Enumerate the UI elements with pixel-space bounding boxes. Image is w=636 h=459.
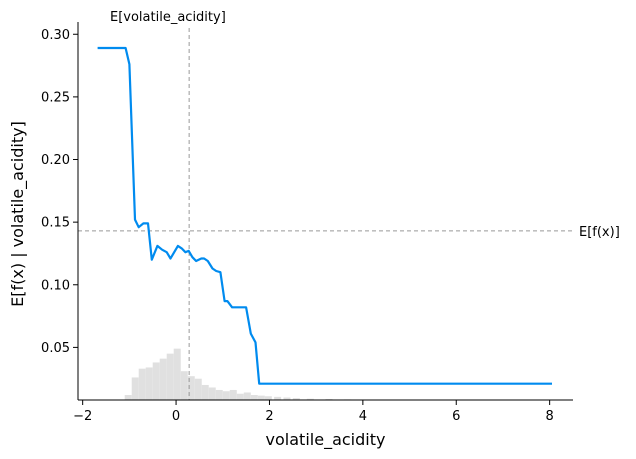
- histogram-bar: [243, 392, 251, 400]
- histogram-bar: [131, 377, 139, 400]
- histogram-bar: [159, 358, 167, 400]
- histogram-bar: [208, 387, 216, 400]
- histogram-bar: [180, 371, 188, 400]
- histogram-bar: [274, 396, 282, 400]
- histogram-bar: [250, 394, 258, 400]
- histogram-bar: [257, 395, 265, 400]
- histogram-bar: [215, 389, 223, 400]
- histogram-bar: [283, 397, 291, 400]
- y-tick-label: 0.05: [41, 341, 70, 356]
- histogram-bar: [138, 368, 146, 400]
- x-tick-label: 2: [265, 409, 273, 424]
- histogram-bar: [236, 393, 244, 400]
- expected-value-label: E[f(x)]: [579, 225, 620, 240]
- dependence-line: [97, 46, 552, 385]
- axes: −2 0 2 4 6 8 0.05 0.10 0.15 0.20 0.25 0.30: [41, 22, 573, 424]
- x-axis-title: volatile_acidity: [266, 430, 386, 450]
- y-tick-label: 0.15: [41, 216, 70, 231]
- feature-mean-label: E[volatile_acidity]: [110, 10, 226, 25]
- x-tick-label: 6: [452, 409, 460, 424]
- histogram-bar: [229, 389, 237, 400]
- histogram-bar: [201, 384, 209, 400]
- series-layer: [97, 46, 552, 385]
- labels: volatile_acidity E[f(x) | volatile_acidi…: [8, 10, 620, 450]
- histogram-bar: [124, 394, 132, 400]
- y-tick-label: 0.10: [41, 278, 70, 293]
- x-tick-label: −2: [73, 409, 92, 424]
- histogram-bar: [264, 396, 272, 400]
- reference-lines: [78, 28, 573, 400]
- x-tick-label: 0: [172, 409, 180, 424]
- y-tick-label: 0.25: [41, 90, 70, 105]
- x-tick-label: 8: [546, 409, 554, 424]
- histogram-bar: [152, 362, 160, 400]
- y-axis-title: E[f(x) | volatile_acidity]: [8, 121, 28, 307]
- x-tick-label: 4: [359, 409, 367, 424]
- y-tick-label: 0.30: [41, 28, 70, 43]
- histogram-bar: [325, 398, 333, 400]
- histogram-bar: [173, 348, 181, 400]
- histogram-bar: [292, 398, 300, 400]
- histogram-bar: [145, 367, 153, 400]
- histogram-bar: [306, 398, 314, 400]
- histogram-bar: [166, 353, 174, 400]
- y-tick-label: 0.20: [41, 153, 70, 168]
- histogram-bar: [194, 378, 202, 400]
- histogram-bar: [222, 391, 230, 400]
- histogram-bar: [187, 376, 195, 400]
- histogram: [124, 348, 352, 400]
